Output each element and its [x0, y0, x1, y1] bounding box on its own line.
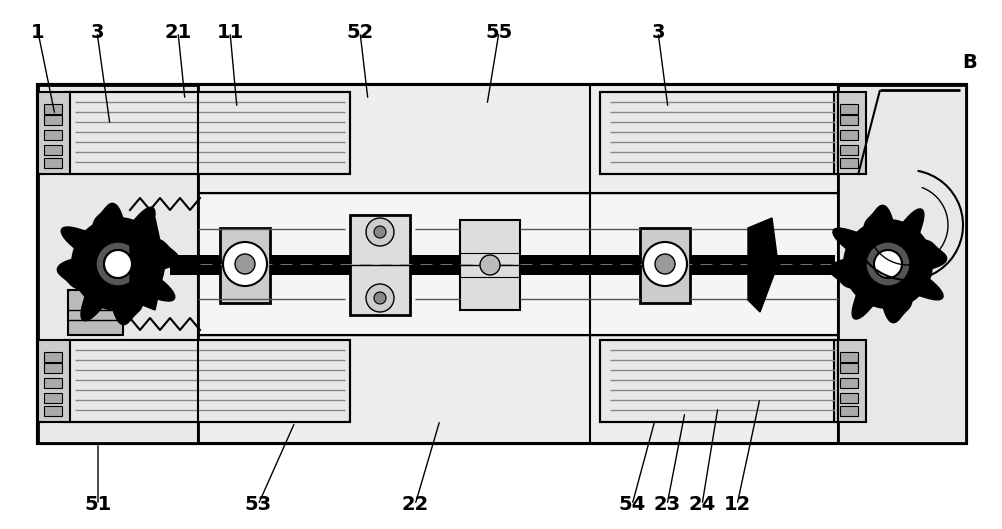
- Polygon shape: [830, 205, 947, 323]
- Bar: [44, 406, 62, 416]
- Circle shape: [874, 250, 902, 278]
- Bar: [65, 340, 350, 422]
- Bar: [840, 158, 858, 168]
- Bar: [38, 335, 966, 443]
- Bar: [840, 393, 858, 403]
- Circle shape: [843, 219, 933, 309]
- Circle shape: [104, 250, 132, 278]
- Bar: [840, 115, 858, 125]
- Text: 21: 21: [164, 23, 191, 41]
- Circle shape: [374, 292, 386, 304]
- Text: 23: 23: [653, 496, 680, 515]
- Bar: [840, 104, 858, 114]
- Circle shape: [104, 250, 132, 278]
- Bar: [44, 130, 62, 140]
- Bar: [44, 115, 62, 125]
- Polygon shape: [748, 218, 778, 312]
- Bar: [600, 340, 838, 422]
- Polygon shape: [57, 203, 178, 325]
- Bar: [840, 145, 858, 155]
- Bar: [44, 352, 62, 362]
- Bar: [600, 340, 838, 422]
- Bar: [340, 255, 620, 275]
- Bar: [65, 92, 350, 174]
- Bar: [68, 290, 123, 335]
- Circle shape: [643, 242, 687, 286]
- Text: B: B: [963, 52, 977, 71]
- Circle shape: [655, 254, 675, 274]
- Bar: [600, 92, 838, 174]
- Circle shape: [374, 226, 386, 238]
- Bar: [838, 85, 966, 443]
- Text: 24: 24: [688, 496, 715, 515]
- Text: 12: 12: [723, 496, 750, 515]
- Bar: [44, 378, 62, 388]
- Bar: [44, 158, 62, 168]
- Circle shape: [71, 217, 165, 311]
- Bar: [840, 363, 858, 373]
- Bar: [44, 393, 62, 403]
- Bar: [44, 363, 62, 373]
- Bar: [65, 340, 350, 422]
- Circle shape: [235, 254, 255, 274]
- Bar: [840, 406, 858, 416]
- Bar: [38, 85, 198, 443]
- Text: 54: 54: [618, 496, 645, 515]
- Text: 55: 55: [485, 23, 513, 41]
- Circle shape: [366, 284, 394, 312]
- Bar: [38, 92, 70, 174]
- Bar: [834, 340, 866, 422]
- Text: 22: 22: [402, 496, 429, 515]
- Bar: [220, 228, 270, 303]
- Bar: [460, 220, 520, 310]
- Bar: [840, 352, 858, 362]
- Circle shape: [866, 242, 910, 286]
- Text: 3: 3: [651, 23, 664, 41]
- Bar: [834, 92, 866, 174]
- Bar: [170, 255, 340, 275]
- Text: 52: 52: [347, 23, 374, 41]
- Bar: [44, 145, 62, 155]
- Circle shape: [96, 242, 140, 286]
- Bar: [350, 215, 410, 315]
- Bar: [840, 130, 858, 140]
- Text: 1: 1: [31, 23, 45, 41]
- Bar: [600, 92, 838, 174]
- Bar: [44, 104, 62, 114]
- Text: 11: 11: [216, 23, 243, 41]
- Polygon shape: [130, 218, 165, 310]
- Circle shape: [480, 255, 500, 275]
- Text: 53: 53: [244, 496, 272, 515]
- Bar: [65, 92, 350, 174]
- Circle shape: [366, 218, 394, 246]
- Bar: [640, 228, 690, 303]
- Bar: [840, 378, 858, 388]
- Bar: [38, 85, 966, 443]
- Bar: [38, 340, 70, 422]
- Circle shape: [223, 242, 267, 286]
- Text: 51: 51: [84, 496, 111, 515]
- Bar: [620, 255, 835, 275]
- Bar: [38, 85, 966, 193]
- Text: 3: 3: [90, 23, 104, 41]
